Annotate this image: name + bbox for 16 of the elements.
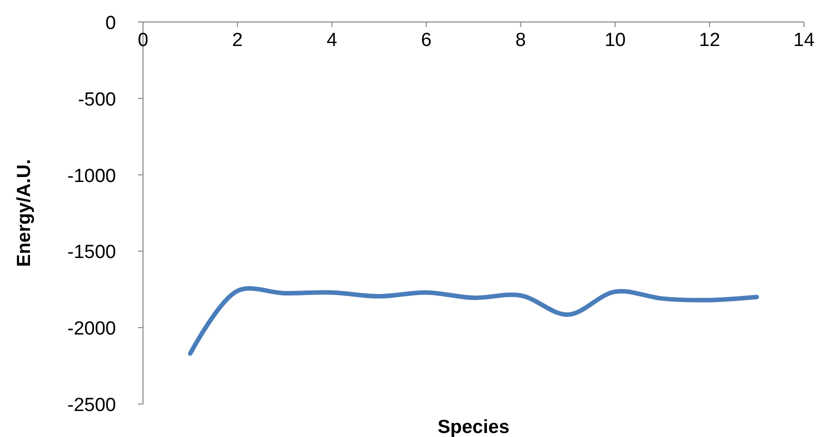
x-tick-label: 2 [232, 30, 243, 51]
x-tick-label: 6 [420, 30, 432, 51]
y-tick-label: -1500 [67, 242, 116, 264]
y-axis-title: Energy/A.U. [14, 159, 35, 267]
y-tick-label: -2000 [67, 318, 116, 340]
x-tick-label: 10 [604, 30, 626, 51]
x-tick-label: 0 [138, 30, 148, 51]
x-tick-label: 4 [326, 30, 338, 51]
x-tick-label: 14 [793, 30, 815, 51]
y-tick-label: -1000 [67, 166, 116, 187]
y-tick-label: -2500 [67, 395, 116, 416]
x-tick-label: 8 [515, 30, 526, 51]
y-tick-label: 0 [105, 13, 116, 34]
x-axis-title: Species [438, 417, 510, 437]
y-tick-label: -500 [78, 89, 116, 110]
x-tick-label: 12 [699, 30, 720, 51]
